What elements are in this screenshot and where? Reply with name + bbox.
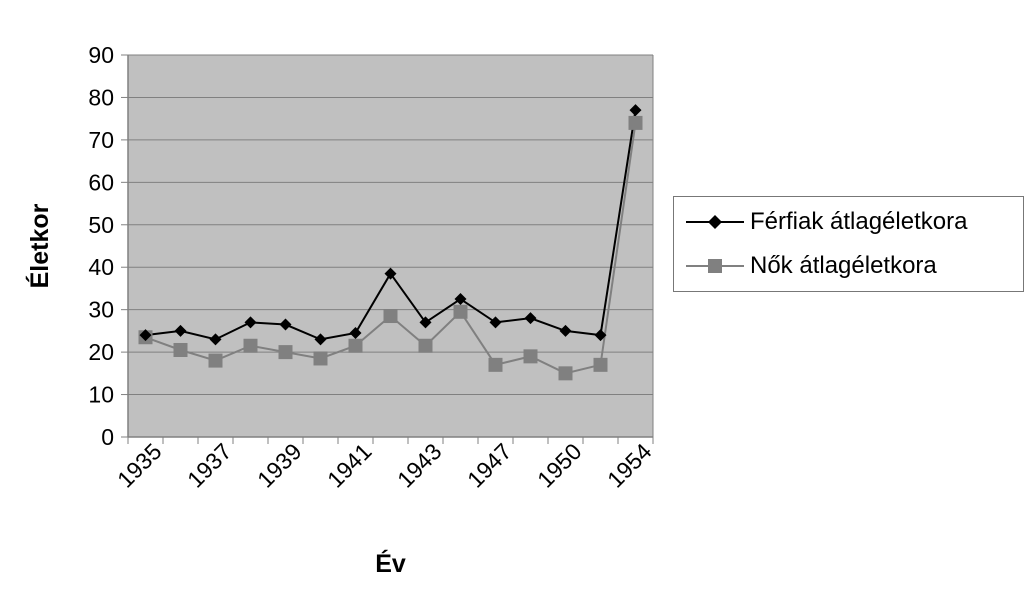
data-point-square xyxy=(313,351,328,366)
data-point-diamond xyxy=(349,327,362,340)
data-point-square xyxy=(383,309,398,324)
y-tick-label: 90 xyxy=(88,42,114,68)
x-tick-label: 1935 xyxy=(112,438,167,493)
data-point-diamond xyxy=(244,316,257,329)
data-point-square xyxy=(348,338,363,353)
legend-item-women: Nők átlagéletkora xyxy=(684,249,937,283)
series-layer xyxy=(138,104,643,381)
data-point-diamond xyxy=(594,329,607,342)
y-tick-label: 0 xyxy=(101,424,114,450)
y-axis-title: Életkor xyxy=(25,203,54,288)
legend-item-men: Férfiak átlagéletkora xyxy=(684,205,967,239)
y-tick-label: 20 xyxy=(88,339,114,365)
data-point-diamond xyxy=(384,267,397,280)
legend-marker-diamond xyxy=(686,215,744,229)
data-point-square xyxy=(278,345,293,360)
legend-marker-square xyxy=(686,259,744,273)
data-point-diamond xyxy=(279,318,292,331)
data-point-square xyxy=(173,342,188,357)
data-point-square xyxy=(418,338,433,353)
data-point-square xyxy=(558,366,573,381)
x-tick-label: 1939 xyxy=(252,438,307,493)
data-point-diamond xyxy=(489,316,502,329)
data-point-square xyxy=(593,357,608,372)
axes: 0 10 20 30 40 50 60 70 80 90 1935 1937 1939 1941 1943 1… xyxy=(88,42,656,493)
legend-label-women: Nők átlagéletkora xyxy=(750,252,937,279)
plot-area xyxy=(128,55,653,437)
data-point-diamond xyxy=(559,324,572,337)
x-tick-label: 1941 xyxy=(322,438,377,493)
x-tick-label: 1950 xyxy=(532,438,587,493)
y-tick-label: 10 xyxy=(88,382,114,408)
x-tick-label: 1937 xyxy=(182,438,237,493)
data-point-diamond xyxy=(419,316,432,329)
data-point-square xyxy=(628,115,643,130)
x-tick-label: 1947 xyxy=(462,438,517,493)
y-tick-label: 80 xyxy=(88,84,114,110)
data-point-diamond xyxy=(209,333,222,346)
data-point-square xyxy=(523,349,538,364)
y-tick-label: 50 xyxy=(88,212,114,238)
data-point-diamond xyxy=(174,324,187,337)
data-point-diamond xyxy=(314,333,327,346)
y-tick-label: 70 xyxy=(88,127,114,153)
data-point-square xyxy=(243,338,258,353)
data-point-square xyxy=(488,357,503,372)
data-point-diamond xyxy=(524,312,537,325)
data-point-square xyxy=(453,304,468,319)
x-tick-label: 1943 xyxy=(392,438,447,493)
legend: Férfiak átlagéletkora Nők átlagéletkora xyxy=(673,196,1024,292)
data-point-square xyxy=(208,353,223,368)
data-point-diamond xyxy=(454,293,467,306)
data-point-diamond xyxy=(629,104,642,117)
data-point-diamond xyxy=(139,329,152,342)
y-tick-label: 40 xyxy=(88,254,114,280)
x-axis-title: Év xyxy=(375,549,406,578)
x-tick-label: 1954 xyxy=(602,438,657,493)
legend-label-men: Férfiak átlagéletkora xyxy=(750,208,968,235)
y-tick-label: 60 xyxy=(88,169,114,195)
y-tick-label: 30 xyxy=(88,297,114,323)
